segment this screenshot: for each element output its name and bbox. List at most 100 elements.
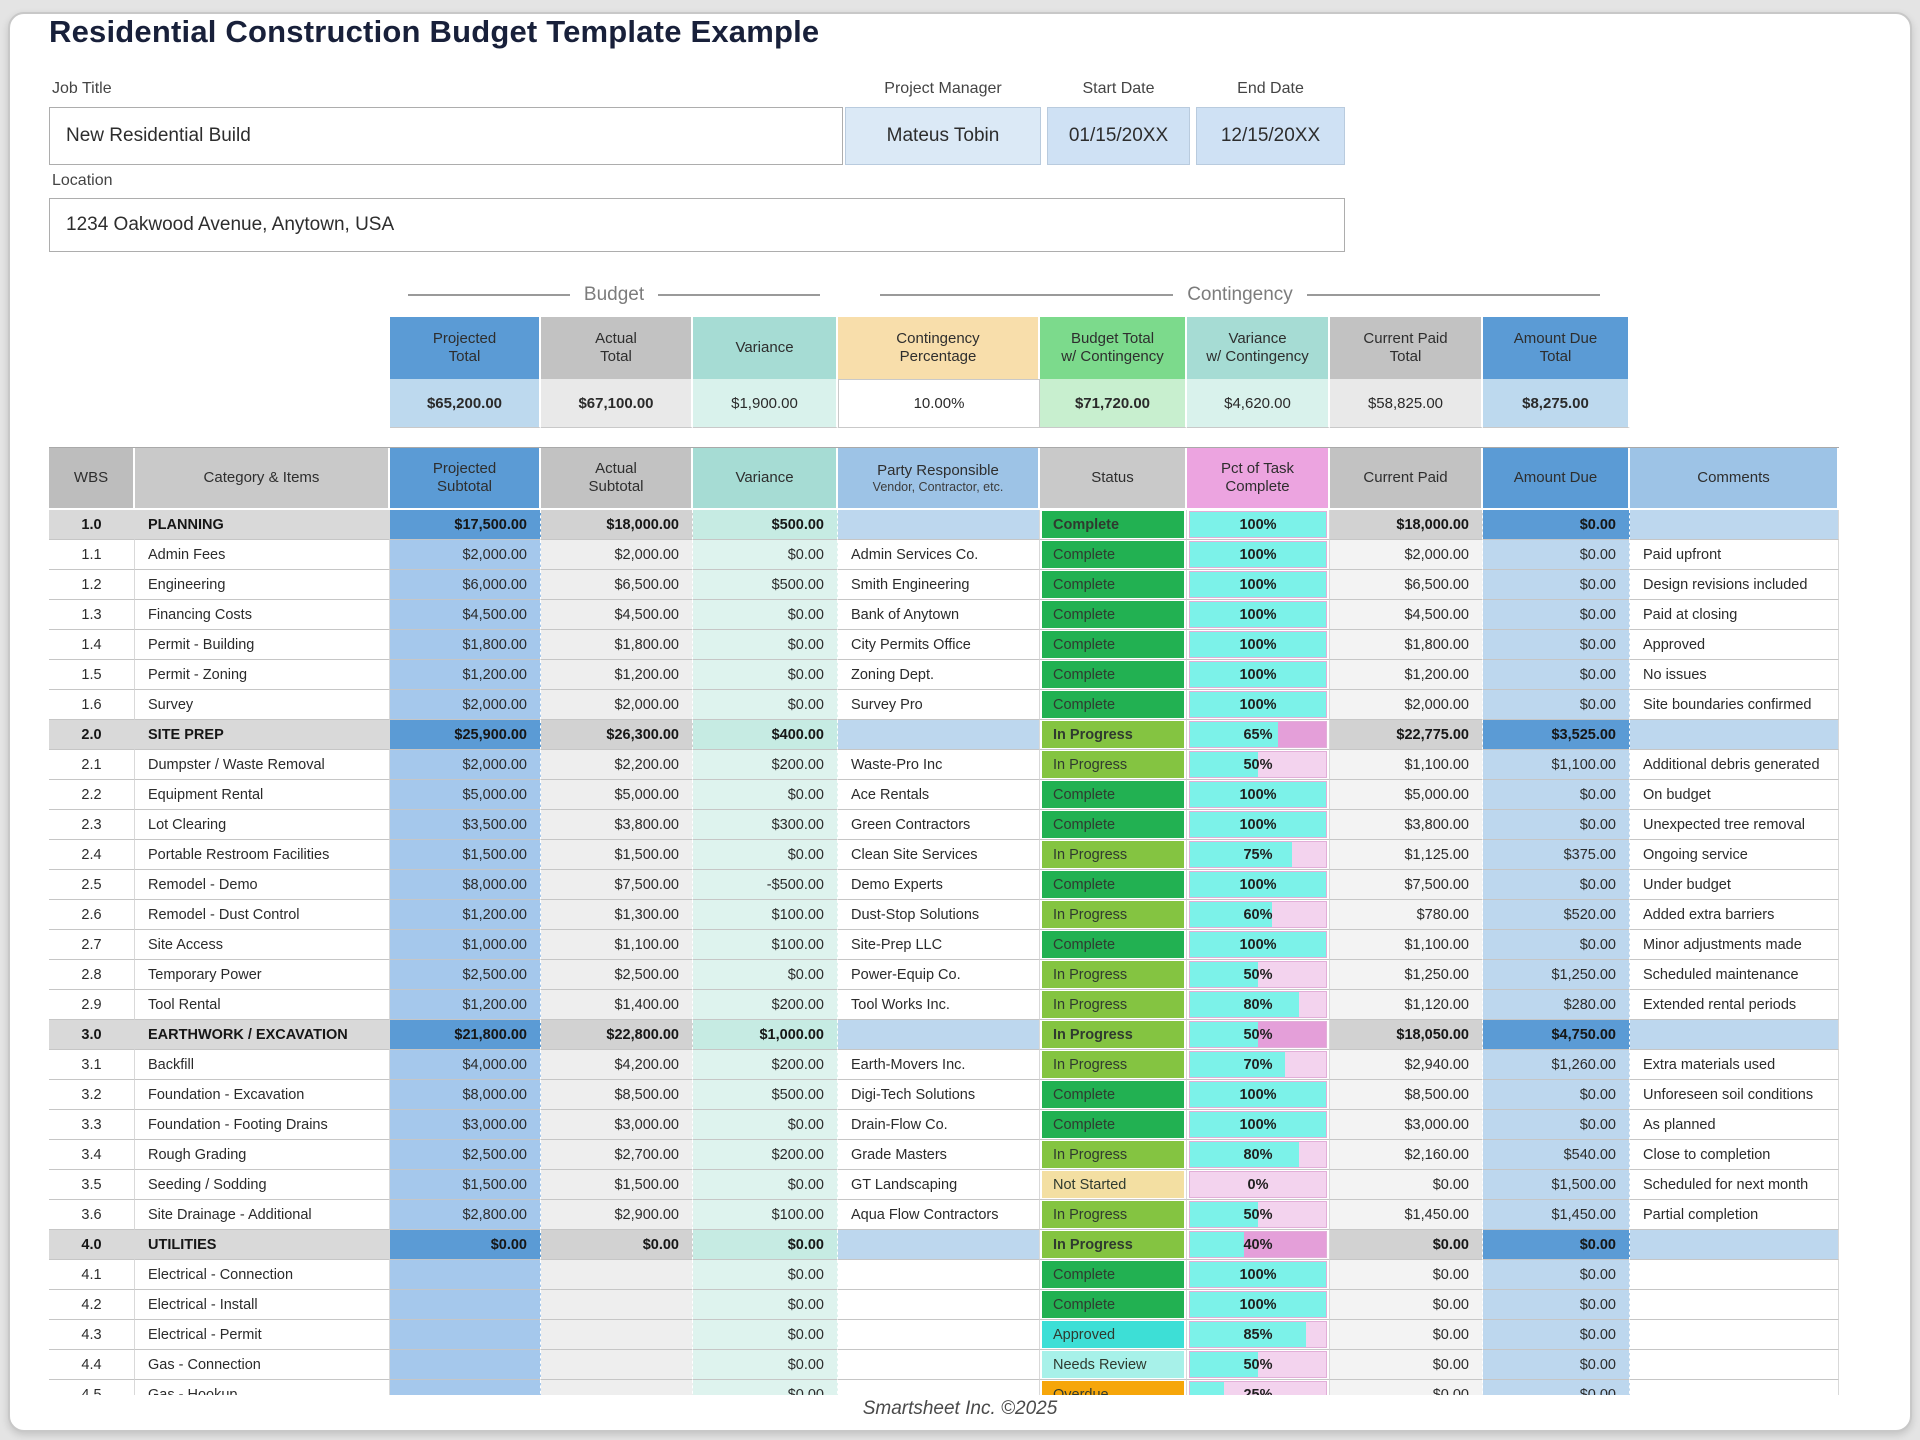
cell-pct[interactable]: 25% (1187, 1380, 1330, 1395)
cell-due[interactable]: $0.00 (1483, 540, 1630, 570)
cell-proj[interactable]: $25,900.00 (390, 720, 541, 750)
cell-wbs[interactable]: 3.2 (49, 1080, 135, 1110)
cell-status[interactable]: Overdue (1040, 1380, 1187, 1395)
cell-var[interactable]: $0.00 (693, 1170, 838, 1200)
cell-due[interactable]: $0.00 (1483, 1290, 1630, 1320)
cell-wbs[interactable]: 4.4 (49, 1350, 135, 1380)
cell-act[interactable]: $2,900.00 (541, 1200, 693, 1230)
cell-party[interactable]: Power-Equip Co. (838, 960, 1040, 990)
cell-status[interactable]: In Progress (1040, 990, 1187, 1020)
cell-wbs[interactable]: 2.0 (49, 720, 135, 750)
cell-wbs[interactable]: 1.5 (49, 660, 135, 690)
summary-value-cell[interactable]: $67,100.00 (541, 379, 693, 428)
cell-cur[interactable]: $780.00 (1330, 900, 1483, 930)
cell-party[interactable]: Waste-Pro Inc (838, 750, 1040, 780)
cell-wbs[interactable]: 4.1 (49, 1260, 135, 1290)
project-manager-field[interactable]: Mateus Tobin (845, 107, 1041, 165)
cell-var[interactable]: $0.00 (693, 660, 838, 690)
cell-party[interactable] (838, 510, 1040, 540)
cell-wbs[interactable]: 1.3 (49, 600, 135, 630)
cell-due[interactable]: $1,500.00 (1483, 1170, 1630, 1200)
cell-proj[interactable]: $17,500.00 (390, 510, 541, 540)
cell-var[interactable]: $500.00 (693, 510, 838, 540)
cell-wbs[interactable]: 4.3 (49, 1320, 135, 1350)
cell-wbs[interactable]: 3.1 (49, 1050, 135, 1080)
cell-var[interactable]: $0.00 (693, 690, 838, 720)
cell-var[interactable]: $0.00 (693, 960, 838, 990)
cell-var[interactable]: $0.00 (693, 540, 838, 570)
cell-pct[interactable]: 80% (1187, 1140, 1330, 1170)
cell-due[interactable]: $0.00 (1483, 810, 1630, 840)
cell-var[interactable]: $100.00 (693, 900, 838, 930)
cell-proj[interactable]: $21,800.00 (390, 1020, 541, 1050)
cell-cur[interactable]: $3,800.00 (1330, 810, 1483, 840)
cell-status[interactable]: Complete (1040, 780, 1187, 810)
cell-item[interactable]: Equipment Rental (135, 780, 390, 810)
cell-pct[interactable]: 50% (1187, 1020, 1330, 1050)
cell-cur[interactable]: $22,775.00 (1330, 720, 1483, 750)
cell-com[interactable]: Scheduled for next month (1630, 1170, 1839, 1200)
cell-item[interactable]: Electrical - Install (135, 1290, 390, 1320)
cell-item[interactable]: SITE PREP (135, 720, 390, 750)
cell-act[interactable]: $1,500.00 (541, 840, 693, 870)
cell-act[interactable]: $2,200.00 (541, 750, 693, 780)
cell-pct[interactable]: 85% (1187, 1320, 1330, 1350)
cell-com[interactable]: Extra materials used (1630, 1050, 1839, 1080)
cell-status[interactable]: Complete (1040, 1290, 1187, 1320)
summary-value-cell[interactable]: $1,900.00 (693, 379, 838, 428)
cell-status[interactable]: In Progress (1040, 900, 1187, 930)
cell-pct[interactable]: 100% (1187, 570, 1330, 600)
cell-due[interactable]: $0.00 (1483, 1230, 1630, 1260)
cell-party[interactable] (838, 1380, 1040, 1395)
cell-due[interactable]: $4,750.00 (1483, 1020, 1630, 1050)
cell-due[interactable]: $280.00 (1483, 990, 1630, 1020)
cell-act[interactable]: $8,500.00 (541, 1080, 693, 1110)
cell-item[interactable]: Engineering (135, 570, 390, 600)
cell-cur[interactable]: $2,000.00 (1330, 540, 1483, 570)
cell-wbs[interactable]: 1.6 (49, 690, 135, 720)
cell-cur[interactable]: $3,000.00 (1330, 1110, 1483, 1140)
cell-proj[interactable]: $8,000.00 (390, 870, 541, 900)
cell-var[interactable]: $100.00 (693, 930, 838, 960)
cell-com[interactable] (1630, 1380, 1839, 1395)
cell-party[interactable]: Aqua Flow Contractors (838, 1200, 1040, 1230)
cell-pct[interactable]: 100% (1187, 1110, 1330, 1140)
cell-proj[interactable] (390, 1320, 541, 1350)
cell-status[interactable]: In Progress (1040, 1200, 1187, 1230)
cell-party[interactable]: City Permits Office (838, 630, 1040, 660)
cell-status[interactable]: In Progress (1040, 1020, 1187, 1050)
cell-var[interactable]: $200.00 (693, 750, 838, 780)
cell-cur[interactable]: $18,050.00 (1330, 1020, 1483, 1050)
cell-cur[interactable]: $1,125.00 (1330, 840, 1483, 870)
cell-var[interactable]: $0.00 (693, 1260, 838, 1290)
cell-item[interactable]: Foundation - Footing Drains (135, 1110, 390, 1140)
cell-act[interactable]: $1,400.00 (541, 990, 693, 1020)
cell-item[interactable]: Seeding / Sodding (135, 1170, 390, 1200)
cell-com[interactable]: Added extra barriers (1630, 900, 1839, 930)
cell-com[interactable]: Approved (1630, 630, 1839, 660)
cell-item[interactable]: Electrical - Permit (135, 1320, 390, 1350)
cell-act[interactable]: $2,000.00 (541, 540, 693, 570)
cell-due[interactable]: $1,250.00 (1483, 960, 1630, 990)
cell-proj[interactable]: $5,000.00 (390, 780, 541, 810)
cell-status[interactable]: Complete (1040, 1110, 1187, 1140)
cell-status[interactable]: In Progress (1040, 1230, 1187, 1260)
cell-com[interactable]: Partial completion (1630, 1200, 1839, 1230)
cell-party[interactable]: Zoning Dept. (838, 660, 1040, 690)
cell-status[interactable]: Complete (1040, 540, 1187, 570)
cell-item[interactable]: UTILITIES (135, 1230, 390, 1260)
cell-cur[interactable]: $1,800.00 (1330, 630, 1483, 660)
cell-com[interactable] (1630, 1230, 1839, 1260)
cell-act[interactable]: $6,500.00 (541, 570, 693, 600)
cell-wbs[interactable]: 3.5 (49, 1170, 135, 1200)
cell-wbs[interactable]: 3.3 (49, 1110, 135, 1140)
cell-proj[interactable]: $1,800.00 (390, 630, 541, 660)
cell-party[interactable] (838, 1320, 1040, 1350)
job-title-field[interactable]: New Residential Build (49, 107, 843, 165)
cell-wbs[interactable]: 4.5 (49, 1380, 135, 1395)
cell-wbs[interactable]: 2.2 (49, 780, 135, 810)
cell-act[interactable]: $2,000.00 (541, 690, 693, 720)
cell-act[interactable]: $5,000.00 (541, 780, 693, 810)
cell-var[interactable]: $1,000.00 (693, 1020, 838, 1050)
cell-com[interactable] (1630, 1290, 1839, 1320)
